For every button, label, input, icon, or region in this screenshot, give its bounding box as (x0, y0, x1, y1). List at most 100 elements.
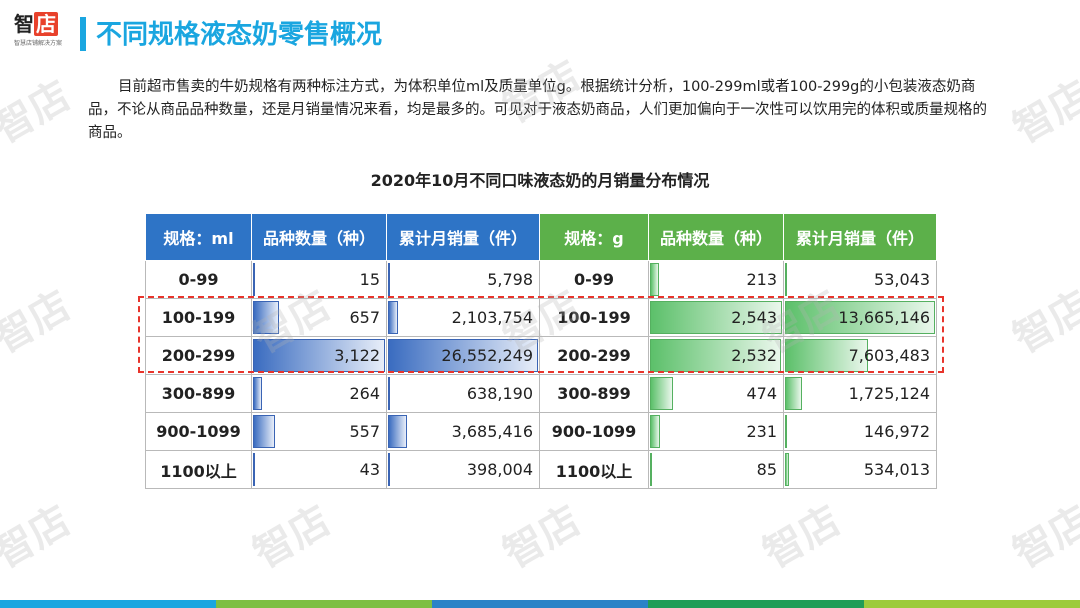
watermark: 智店 (0, 497, 79, 578)
g-sales-cell: 53,043 (783, 260, 937, 299)
cell-value: 557 (349, 422, 380, 441)
ml-sales-cell: 5,798 (386, 260, 540, 299)
table-row: 300-899 264 638,190 300-899 474 1,725,124 (145, 374, 937, 413)
header-g-spec: 规格：g (539, 213, 649, 261)
g-spec-cell: 1100以上 (539, 450, 649, 489)
cell-value: 213 (746, 270, 777, 289)
cell-value: 2,103,754 (451, 308, 533, 327)
table-header-row: 规格：ml 品种数量（种） 累计月销量（件） 规格：g 品种数量（种） 累计月销… (145, 213, 937, 261)
cell-value: 398,004 (466, 460, 533, 479)
watermark: 智店 (0, 72, 79, 153)
cell-value: 43 (359, 460, 380, 479)
g-spec-cell: 100-199 (539, 298, 649, 337)
g-spec-cell: 200-299 (539, 336, 649, 375)
data-bar (650, 453, 653, 486)
cell-value: 15 (359, 270, 380, 289)
g-spec-cell: 300-899 (539, 374, 649, 413)
ml-sales-cell: 638,190 (386, 374, 540, 413)
footer-stripe (864, 600, 1080, 608)
footer-stripe (216, 600, 433, 608)
ml-count-cell: 15 (251, 260, 387, 299)
ml-sales-cell: 3,685,416 (386, 412, 540, 451)
data-bar (388, 453, 390, 486)
cell-value: 7,603,483 (848, 346, 930, 365)
cell-value: 2,532 (731, 346, 777, 365)
page-title: 不同规格液态奶零售概况 (96, 20, 383, 50)
data-bar (253, 301, 280, 334)
data-bar (253, 263, 255, 296)
ml-count-cell: 43 (251, 450, 387, 489)
watermark: 智店 (755, 497, 849, 578)
g-sales-cell: 7,603,483 (783, 336, 937, 375)
cell-value: 264 (349, 384, 380, 403)
watermark: 智店 (1005, 282, 1080, 363)
table-title: 2020年10月不同口味液态奶的月销量分布情况 (370, 171, 710, 190)
cell-value: 53,043 (874, 270, 930, 289)
cell-value: 3,685,416 (451, 422, 533, 441)
logo-mark: 智店 (14, 12, 58, 36)
data-bar (253, 415, 275, 448)
ml-spec-cell: 900-1099 (145, 412, 252, 451)
watermark: 智店 (245, 497, 339, 578)
cell-value: 13,665,146 (838, 308, 930, 327)
ml-count-cell: 557 (251, 412, 387, 451)
ml-spec-cell: 1100以上 (145, 450, 252, 489)
data-bar (388, 301, 398, 334)
ml-sales-cell: 398,004 (386, 450, 540, 489)
footer-stripe (0, 600, 217, 608)
data-bar (650, 301, 782, 334)
header-ml-count: 品种数量（种） (251, 213, 387, 261)
table-row: 0-99 15 5,798 0-99 213 53,043 (145, 260, 937, 299)
table-row: 1100以上 43 398,004 1100以上 85 534,013 (145, 450, 937, 489)
ml-count-cell: 3,122 (251, 336, 387, 375)
g-count-cell: 2,532 (648, 336, 784, 375)
header-g-count: 品种数量（种） (648, 213, 784, 261)
data-bar (388, 415, 408, 448)
cell-value: 2,543 (731, 308, 777, 327)
g-count-cell: 474 (648, 374, 784, 413)
footer-stripe (432, 600, 649, 608)
data-bar (388, 263, 390, 296)
data-bar (785, 377, 803, 410)
table-row: 200-299 3,122 26,552,249 200-299 2,532 7,603,… (145, 336, 937, 375)
data-bar (253, 377, 263, 410)
watermark: 智店 (495, 497, 589, 578)
cell-value: 1,725,124 (848, 384, 930, 403)
watermark: 智店 (1005, 497, 1080, 578)
table-row: 100-199 657 2,103,754 100-199 2,543 13,665,14… (145, 298, 937, 337)
data-bar (785, 415, 787, 448)
data-bar (785, 453, 789, 486)
cell-value: 85 (756, 460, 777, 479)
g-count-cell: 213 (648, 260, 784, 299)
cell-value: 534,013 (863, 460, 930, 479)
logo-subtitle: 智慧店铺解决方案 (14, 40, 63, 47)
watermark: 智店 (0, 282, 79, 363)
cell-value: 474 (746, 384, 777, 403)
g-spec-cell: 0-99 (539, 260, 649, 299)
data-bar (650, 377, 673, 410)
g-sales-cell: 13,665,146 (783, 298, 937, 337)
g-sales-cell: 146,972 (783, 412, 937, 451)
cell-value: 657 (349, 308, 380, 327)
watermark: 智店 (1005, 72, 1080, 153)
data-bar (253, 453, 255, 486)
data-bar (650, 263, 660, 296)
g-spec-cell: 900-1099 (539, 412, 649, 451)
table-row: 900-1099 557 3,685,416 900-1099 231 146,972 (145, 412, 937, 451)
cell-value: 638,190 (466, 384, 533, 403)
footer-stripe (648, 600, 865, 608)
data-bar (388, 339, 538, 372)
header-g-sales: 累计月销量（件） (783, 213, 937, 261)
cell-value: 231 (746, 422, 777, 441)
g-sales-cell: 1,725,124 (783, 374, 937, 413)
g-sales-cell: 534,013 (783, 450, 937, 489)
cell-value: 26,552,249 (441, 346, 533, 365)
cell-value: 146,972 (863, 422, 930, 441)
ml-count-cell: 264 (251, 374, 387, 413)
ml-spec-cell: 100-199 (145, 298, 252, 337)
cell-value: 3,122 (334, 346, 380, 365)
ml-spec-cell: 300-899 (145, 374, 252, 413)
ml-spec-cell: 200-299 (145, 336, 252, 375)
header-ml-sales: 累计月销量（件） (386, 213, 540, 261)
g-count-cell: 85 (648, 450, 784, 489)
